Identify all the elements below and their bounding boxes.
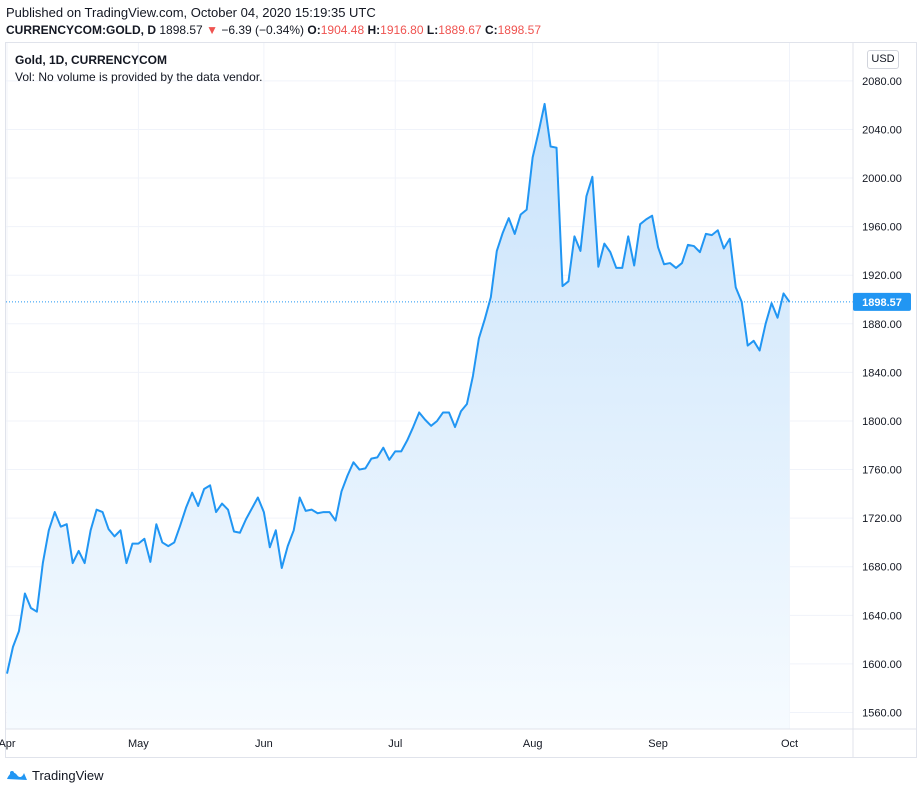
- y-tick-label: 2000.00: [862, 173, 902, 185]
- low-value: 1889.67: [438, 23, 482, 37]
- y-tick-label: 1960.00: [862, 222, 902, 234]
- y-tick-label: 1840.00: [862, 367, 902, 379]
- x-tick-label: May: [128, 738, 149, 750]
- close-value: 1898.57: [497, 23, 541, 37]
- quote-line: CURRENCYCOM:GOLD, D 1898.57 ▼ −6.39 (−0.…: [6, 23, 541, 37]
- high-value: 1916.80: [380, 23, 424, 37]
- open-value: 1904.48: [320, 23, 365, 37]
- last-price-tag: 1898.57: [853, 292, 911, 311]
- y-tick-label: 1880.00: [862, 319, 902, 331]
- y-tick-label: 1600.00: [862, 659, 902, 671]
- published-line: Published on TradingView.com, October 04…: [6, 5, 376, 20]
- y-tick-label: 1680.00: [862, 562, 902, 574]
- y-tick-label: 2080.00: [862, 76, 902, 88]
- down-arrow-icon: ▼: [206, 23, 218, 37]
- y-tick-label: 1800.00: [862, 416, 902, 428]
- time-axis[interactable]: Apr May Jun Jul Aug Sep Oct: [0, 738, 798, 750]
- x-tick-label: Jun: [255, 738, 273, 750]
- last-price-tag-label: 1898.57: [862, 297, 902, 309]
- last-price: 1898.57: [159, 23, 203, 37]
- price-area-fill: [7, 103, 790, 729]
- low-label: L:: [426, 23, 439, 37]
- x-tick-label: Aug: [523, 738, 543, 750]
- high-label: H:: [367, 23, 381, 37]
- footer-brand[interactable]: TradingView: [6, 766, 104, 784]
- footer-brand-label: TradingView: [32, 767, 104, 783]
- close-label: C:: [484, 23, 498, 37]
- x-tick-label: Jul: [388, 738, 402, 750]
- volume-note: Vol: No volume is provided by the data v…: [15, 70, 263, 84]
- currency-button[interactable]: USD: [867, 50, 899, 69]
- x-tick-label: Apr: [0, 738, 16, 750]
- price-change: −6.39 (−0.34%): [221, 23, 305, 37]
- price-axis[interactable]: 1560.00 1600.00 1640.00 1680.00 1720.00 1760.…: [862, 76, 902, 720]
- series-legend-title: Gold, 1D, CURRENCYCOM: [15, 53, 168, 67]
- tradingview-logo-icon: [7, 771, 27, 780]
- price-line: [6, 102, 791, 674]
- y-tick-label: 1760.00: [862, 465, 902, 477]
- y-tick-label: 1640.00: [862, 610, 902, 622]
- open-label: O:: [307, 23, 321, 37]
- symbol-label: CURRENCYCOM:GOLD, D: [6, 23, 156, 37]
- y-tick-label: 1920.00: [862, 270, 902, 282]
- y-tick-label: 1720.00: [862, 513, 902, 525]
- x-tick-label: Sep: [648, 738, 668, 750]
- y-tick-label: 1560.00: [862, 707, 902, 719]
- x-tick-label: Oct: [781, 738, 798, 750]
- chart-frame[interactable]: [5, 42, 917, 758]
- y-tick-label: 2040.00: [862, 124, 902, 136]
